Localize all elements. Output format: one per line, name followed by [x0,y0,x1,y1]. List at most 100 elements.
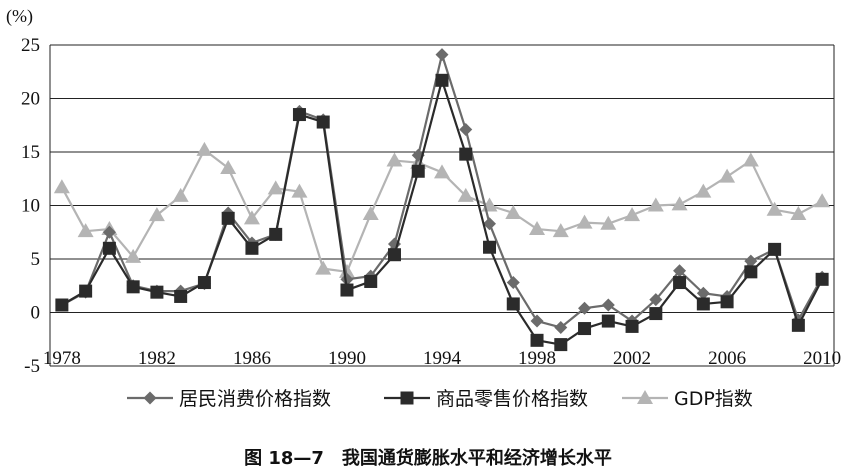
square-marker [197,276,211,290]
diamond-marker [578,301,592,315]
square-marker [400,391,414,405]
legend-item: 居民消费价格指数 [127,388,331,410]
square-marker [292,108,306,122]
tick-labels: -5 0 5 10 15 20 25 1978 1982 1986 1990 1994 1998 2002… [21,35,841,377]
y-tick-label: -5 [24,356,40,377]
triangle-marker [457,187,474,202]
triangle-marker [790,206,807,221]
triangle-marker [576,214,593,229]
triangle-marker [243,210,260,225]
legend-label: GDP指数 [674,388,753,410]
diamond-marker [506,276,520,290]
square-marker [530,333,544,347]
triangle-marker [362,206,379,221]
square-marker [625,319,639,333]
x-tick-label: 1990 [328,348,366,369]
square-marker [649,307,663,321]
square-marker [578,322,592,336]
triangle-marker [552,223,569,238]
triangle-marker [766,201,783,216]
x-tick-label: 1998 [518,348,556,369]
triangle-marker [291,183,308,198]
triangle-marker [315,260,332,275]
gridlines [50,44,834,367]
legend-item: 商品零售价格指数 [384,388,588,410]
square-marker [696,297,710,311]
triangle-marker [386,152,403,167]
square-marker [340,283,354,297]
square-marker [506,297,520,311]
x-tick-label: 2010 [803,348,841,369]
triangle-marker [267,180,284,195]
x-tick-label: 1994 [423,348,462,369]
square-marker [55,298,69,312]
diamond-marker [554,320,568,334]
square-marker [316,115,330,129]
x-tick-label: 1986 [233,348,271,369]
square-marker [483,240,497,254]
triangle-marker [338,263,355,278]
diamond-marker [530,314,544,328]
square-marker [673,276,687,290]
triangle-marker [637,390,653,404]
diamond-marker [696,286,710,300]
legend-label: 商品零售价格指数 [436,388,588,410]
triangle-marker [529,221,546,236]
legend-item: GDP指数 [622,388,753,410]
diamond-marker [649,293,663,307]
square-marker [245,241,259,255]
series-diamond [55,48,829,334]
triangle-marker [148,207,165,222]
square-marker [387,248,401,262]
square-marker [269,227,283,241]
diamond-marker [601,298,615,312]
series-lines [53,48,831,352]
triangle-marker [695,183,712,198]
triangle-marker [814,193,831,208]
triangle-marker [647,197,664,212]
square-marker [791,318,805,332]
square-marker [150,285,164,299]
diamond-marker [102,225,116,239]
series-line [61,53,824,329]
triangle-marker [434,164,450,179]
triangle-marker [196,141,213,156]
square-marker [126,280,140,294]
legend: 居民消费价格指数 商品零售价格指数 GDP指数 [127,388,753,410]
square-marker [554,338,568,352]
triangle-marker [600,215,617,230]
y-tick-label: 10 [21,196,40,217]
x-tick-label: 2002 [613,348,651,369]
triangle-marker [505,204,522,219]
triangle-marker [77,223,94,238]
y-tick-label: 20 [21,89,40,110]
x-tick-label: 1978 [43,348,81,369]
square-marker [435,73,449,87]
triangle-marker [671,196,688,211]
diamond-marker [744,254,758,268]
diamond-marker [483,217,497,231]
square-marker [364,274,378,288]
triangle-marker [220,160,237,175]
square-marker [815,272,829,286]
diamond-marker [435,48,449,62]
diamond-marker [673,264,687,278]
legend-label: 居民消费价格指数 [179,388,331,410]
square-marker [174,289,188,303]
triangle-marker [53,179,70,194]
y-tick-label: 5 [31,249,41,270]
triangle-marker [719,168,736,183]
axes [49,45,835,366]
square-marker [601,314,615,328]
square-marker [459,147,473,161]
square-marker [79,284,93,298]
square-marker [411,164,425,178]
diamond-marker [143,391,157,405]
triangle-marker [624,207,641,222]
triangle-marker [125,248,142,263]
series-square [55,73,829,352]
y-tick-label: 15 [21,142,40,163]
y-tick-label: 0 [31,303,41,324]
y-unit-label: (%) [6,6,33,27]
